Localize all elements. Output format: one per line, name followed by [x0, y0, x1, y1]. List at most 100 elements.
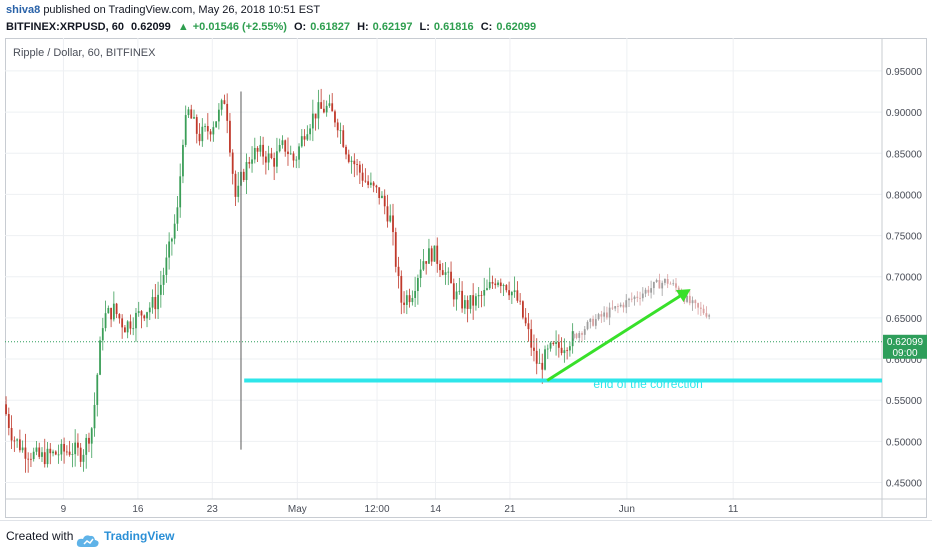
- candle-body: [173, 223, 176, 239]
- candle-body: [694, 300, 697, 304]
- candle-body: [419, 269, 422, 279]
- candle-body: [347, 154, 350, 162]
- candle-body: [96, 374, 99, 405]
- candle-body: [231, 152, 234, 174]
- candle-body: [555, 342, 557, 344]
- candle-body: [488, 282, 491, 289]
- candle-body: [99, 340, 101, 375]
- candle-body: [475, 296, 477, 306]
- candle-body: [469, 295, 472, 309]
- candle-body: [245, 162, 248, 181]
- candle-body: [262, 144, 265, 157]
- x-tick-label: 21: [504, 504, 516, 515]
- candle-body: [444, 272, 447, 275]
- candle-body: [110, 307, 112, 320]
- candle-body: [5, 404, 7, 415]
- price-candle-series: [5, 88, 574, 473]
- candle-body: [212, 127, 215, 135]
- footer: Created with TradingView: [0, 520, 932, 551]
- candle-body: [472, 295, 475, 306]
- tradingview-brand[interactable]: TradingView: [104, 529, 175, 543]
- candle-body: [339, 130, 342, 132]
- candle-body: [270, 153, 273, 159]
- candle-body: [198, 133, 201, 142]
- candle-body: [614, 306, 617, 309]
- candle-body: [549, 342, 552, 349]
- candle-body: [575, 333, 578, 338]
- candle-body: [170, 238, 173, 242]
- candle-body: [179, 176, 182, 208]
- candle-body: [439, 263, 441, 271]
- candle-body: [350, 160, 353, 162]
- candle-body: [508, 290, 510, 296]
- candle-body: [589, 318, 592, 322]
- candle-body: [52, 451, 54, 454]
- candle-body: [400, 275, 403, 303]
- candle-body: [477, 295, 480, 297]
- candle-body: [356, 164, 358, 165]
- candle-body: [535, 350, 538, 364]
- last-price: 0.62099: [131, 21, 171, 33]
- candle-body: [289, 153, 292, 155]
- candle-body: [217, 109, 220, 122]
- candle-body: [132, 328, 135, 330]
- candle-body: [686, 295, 688, 302]
- candle-body: [578, 333, 581, 338]
- candle-body: [303, 136, 306, 140]
- candle-body: [452, 283, 455, 300]
- price-chart[interactable]: 0.95000 0.90000 0.85000 0.80000 0.75000 0.700…: [5, 38, 927, 518]
- candle-body: [223, 100, 226, 104]
- candle-body: [267, 153, 270, 163]
- candle-body: [162, 274, 165, 285]
- author-name[interactable]: shiva8: [6, 4, 41, 16]
- tradingview-cloud-icon[interactable]: [76, 529, 100, 559]
- y-tick-label: 0.75000: [886, 232, 923, 243]
- candle-body: [414, 290, 417, 298]
- candle-body: [176, 207, 179, 224]
- candle-body: [309, 128, 311, 135]
- candle-body: [124, 327, 126, 333]
- candle-body: [190, 109, 193, 119]
- x-tick-label: May: [288, 504, 307, 515]
- candle-body: [234, 173, 237, 197]
- candle-body: [325, 105, 328, 113]
- candle-body: [568, 346, 571, 351]
- candle-body: [90, 428, 93, 444]
- candle-body: [13, 440, 16, 442]
- candle-body: [104, 313, 107, 329]
- candle-body: [317, 102, 320, 119]
- x-tick-label: Jun: [619, 504, 635, 515]
- candle-body: [497, 282, 499, 286]
- candle-body: [16, 439, 19, 441]
- candle-body: [251, 159, 253, 164]
- candle-body: [118, 314, 121, 319]
- candle-body: [702, 308, 705, 314]
- candle-body: [594, 319, 597, 326]
- symbol-header: BITFINEX:XRPUSD, 60 0.62099 ▲ +0.01546 (+…: [6, 19, 540, 35]
- candle-body: [441, 270, 444, 275]
- candle-body: [112, 303, 115, 320]
- candle-body: [483, 289, 486, 296]
- candle-body: [519, 300, 522, 302]
- candle-body: [284, 140, 287, 152]
- candle-body: [661, 282, 664, 289]
- candle-body: [447, 271, 450, 273]
- candle-body: [129, 321, 132, 329]
- candle-body: [652, 281, 655, 289]
- candle-body: [628, 298, 630, 301]
- candle-body: [187, 109, 190, 116]
- candle-body: [533, 347, 535, 351]
- candle-body: [82, 454, 85, 462]
- candle-body: [603, 312, 606, 317]
- close-value: 0.62099: [496, 21, 537, 33]
- candle-body: [306, 134, 309, 140]
- candle-body: [422, 261, 425, 270]
- candle-body: [699, 307, 702, 309]
- candle-body: [24, 447, 27, 459]
- candle-body: [278, 145, 281, 152]
- candle-body: [664, 278, 666, 283]
- candle-body: [392, 215, 394, 233]
- candle-body: [320, 102, 323, 109]
- candle-body: [505, 285, 508, 291]
- candle-body: [581, 333, 583, 335]
